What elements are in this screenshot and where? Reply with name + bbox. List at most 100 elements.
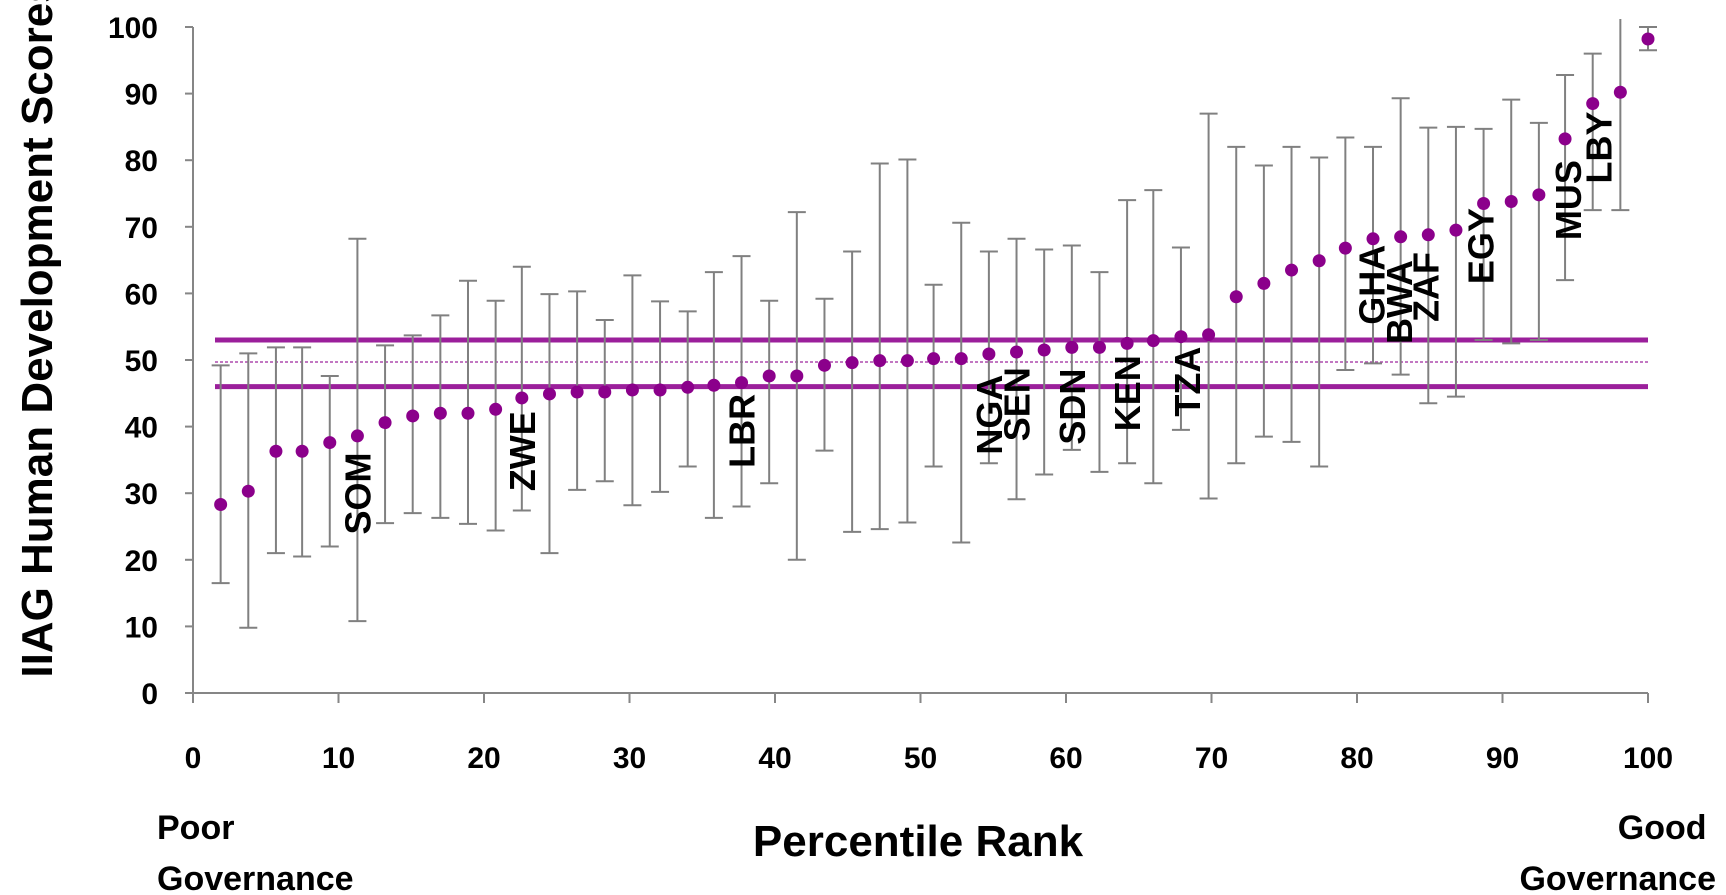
error-bar [1364, 145, 1383, 365]
data-point [1366, 232, 1380, 246]
data-point [542, 387, 556, 401]
data-point [214, 498, 228, 512]
error-bar [1446, 125, 1465, 398]
country-label: LBR [722, 394, 763, 468]
error-bar [924, 283, 943, 468]
data-point [1641, 32, 1655, 46]
data-point [1065, 340, 1079, 354]
error-bar [787, 211, 806, 561]
data-point [900, 354, 914, 368]
data-point [295, 444, 309, 458]
error-bar [1282, 145, 1301, 443]
error-bar [211, 364, 230, 585]
good-governance-label: Good Governance [1519, 809, 1716, 895]
data-point [1421, 228, 1435, 242]
y-tick-label: 90 [125, 79, 158, 112]
data-point [433, 406, 447, 420]
y-tick-label: 30 [125, 478, 158, 511]
data-point [269, 444, 283, 458]
y-tick-label: 50 [125, 345, 158, 378]
data-point [1394, 230, 1408, 244]
data-point [1532, 188, 1546, 202]
x-tick-label: 30 [613, 742, 646, 775]
x-tick-label: 20 [467, 742, 500, 775]
country-label: SDN [1052, 369, 1093, 445]
error-bar [1227, 145, 1246, 465]
country-label: ZWE [502, 411, 543, 491]
y-tick-label: 40 [125, 412, 158, 445]
x-tick-labels: 0 10 20 30 40 50 60 70 80 90 100 [185, 742, 1673, 775]
x-tick-label: 50 [904, 742, 937, 775]
data-point [515, 391, 529, 405]
y-tick-label: 20 [125, 545, 158, 578]
x-tick-label: 10 [322, 742, 355, 775]
data-point [598, 385, 612, 399]
data-point [1120, 336, 1134, 350]
error-bar [595, 319, 614, 483]
data-point [323, 436, 337, 450]
error-bar [1254, 164, 1273, 438]
data-point [1613, 85, 1627, 99]
data-point [1174, 330, 1188, 344]
data-point [873, 354, 887, 368]
country-label: NGA [969, 375, 1010, 455]
data-point [461, 406, 475, 420]
data-point [1586, 97, 1600, 111]
y-tick-label: 60 [125, 278, 158, 311]
error-bar [403, 334, 422, 515]
data-point [707, 378, 721, 392]
y-axis-title: IIAG Human Development Scores [13, 0, 62, 678]
data-point [1558, 132, 1572, 146]
data-point [790, 369, 804, 383]
country-label: MUS [1548, 160, 1589, 240]
error-bar [843, 250, 862, 533]
error-bar [651, 300, 670, 493]
data-point [489, 402, 503, 416]
country-label: ZAF [1405, 252, 1446, 322]
data-point [1257, 276, 1271, 290]
data-point [625, 383, 639, 397]
y-tick-labels: 0 10 20 30 40 50 60 70 80 90 100 [108, 12, 158, 711]
error-bar [815, 297, 834, 452]
y-tick-label: 0 [141, 678, 158, 711]
error-bar [898, 158, 917, 524]
poor-governance-label: Poor Governance [157, 809, 354, 895]
error-bar [458, 279, 477, 525]
country-label: SEN [997, 367, 1038, 441]
error-bar [1118, 199, 1137, 465]
error-bar [1556, 73, 1575, 282]
error-bar [952, 221, 971, 544]
data-point [762, 369, 776, 383]
error-bar [1035, 248, 1054, 476]
data-point [1037, 343, 1051, 357]
country-label: SOM [337, 452, 378, 534]
data-point [735, 376, 749, 390]
data-points [214, 32, 1655, 512]
error-bar [320, 374, 339, 548]
data-point [1338, 241, 1352, 255]
error-bar [1310, 156, 1329, 468]
error-bar [1529, 121, 1548, 342]
data-point [817, 358, 831, 372]
error-bar [1090, 271, 1109, 473]
x-tick-label: 100 [1623, 742, 1673, 775]
error-bars [211, 19, 1657, 629]
data-point [378, 416, 392, 430]
data-point [1285, 263, 1299, 277]
error-bar [1583, 52, 1602, 212]
data-point [982, 347, 996, 361]
poor-governance-line-1: Poor [157, 809, 234, 847]
poor-governance-line-2: Governance [157, 860, 354, 895]
good-governance-line-2: Governance [1519, 860, 1716, 895]
data-point [241, 484, 255, 498]
x-tick-label: 40 [758, 742, 791, 775]
x-tick-label: 80 [1340, 742, 1373, 775]
country-label: EGY [1461, 208, 1502, 284]
y-tick-label: 10 [125, 611, 158, 644]
country-label: GHA [1352, 245, 1393, 325]
data-point [845, 356, 859, 370]
axes [185, 26, 1649, 703]
country-label: BWA [1379, 260, 1420, 344]
